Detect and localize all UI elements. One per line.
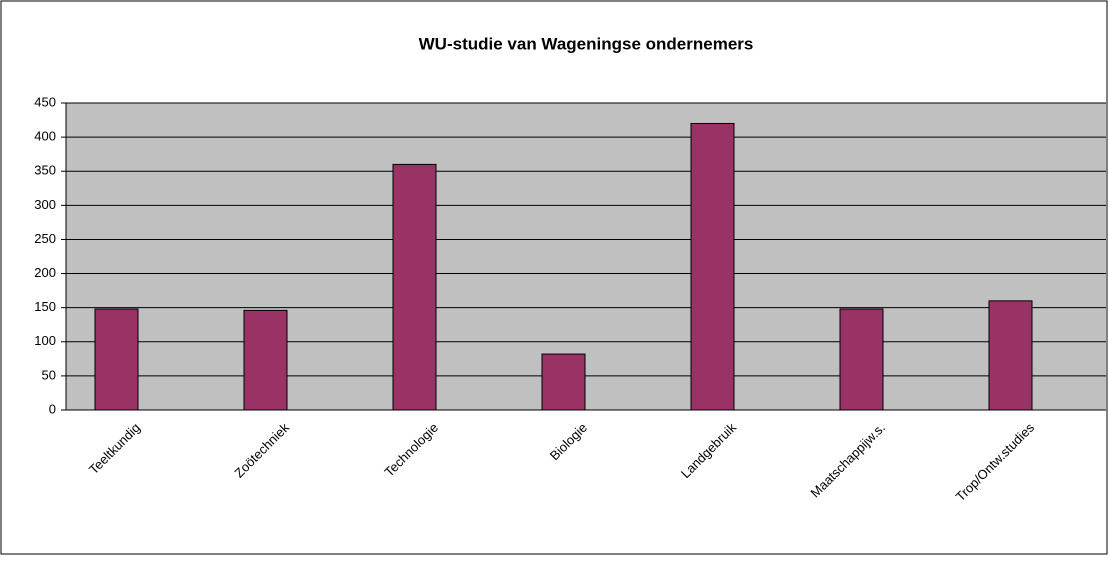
bar (243, 309, 288, 411)
y-tick-label: 200 (34, 265, 56, 280)
bar (839, 308, 884, 411)
y-tick-label: 250 (34, 231, 56, 246)
y-tick-label: 350 (34, 163, 56, 178)
y-tick-label: 100 (34, 333, 56, 348)
bar (690, 122, 735, 411)
chart-title: WU-studie van Wageningse ondernemers (419, 34, 754, 53)
y-tick-label: 400 (34, 129, 56, 144)
y-tick-label: 50 (42, 367, 56, 382)
y-tick-label: 150 (34, 299, 56, 314)
y-tick-label: 300 (34, 197, 56, 212)
plot-area (66, 103, 1106, 410)
bar (541, 353, 586, 411)
bar (988, 300, 1033, 411)
bar (94, 308, 139, 411)
y-tick-label: 0 (49, 401, 56, 416)
bar (392, 163, 437, 411)
y-tick-label: 450 (34, 94, 56, 109)
